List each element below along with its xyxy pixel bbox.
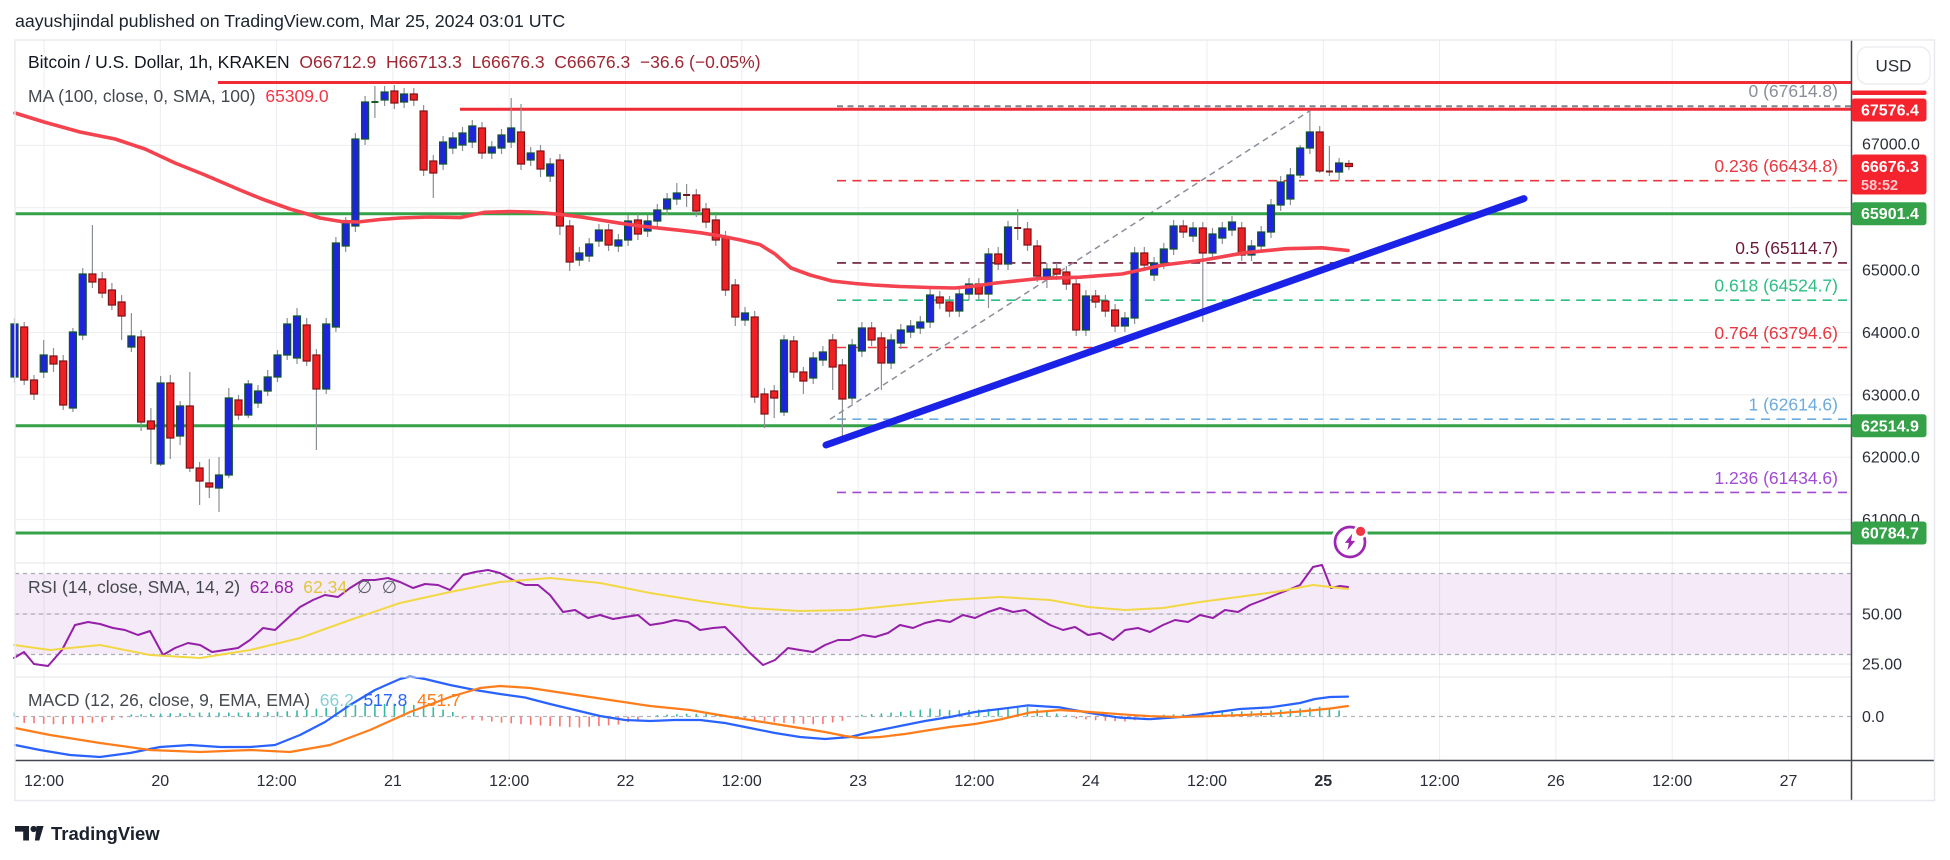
svg-text:62514.9: 62514.9 bbox=[1861, 418, 1919, 435]
svg-text:64000.0: 64000.0 bbox=[1862, 325, 1920, 342]
svg-text:25: 25 bbox=[1314, 773, 1332, 790]
svg-text:0.5 (65114.7): 0.5 (65114.7) bbox=[1735, 238, 1838, 258]
svg-text:RSI (14, close, SMA, 14, 2) 6: RSI (14, close, SMA, 14, 2) 62.68 62.34 … bbox=[28, 577, 397, 597]
svg-text:50.00: 50.00 bbox=[1862, 607, 1902, 624]
svg-text:65901.4: 65901.4 bbox=[1861, 206, 1919, 223]
svg-text:0.0: 0.0 bbox=[1862, 709, 1884, 726]
svg-text:0.618 (64524.7): 0.618 (64524.7) bbox=[1714, 276, 1838, 296]
svg-text:12:00: 12:00 bbox=[954, 773, 994, 790]
svg-text:20: 20 bbox=[151, 773, 169, 790]
svg-text:60784.7: 60784.7 bbox=[1861, 526, 1919, 543]
svg-text:26: 26 bbox=[1547, 773, 1565, 790]
svg-text:aayushjindal published on Trad: aayushjindal published on TradingView.co… bbox=[15, 11, 565, 31]
svg-text:67576.4: 67576.4 bbox=[1861, 103, 1919, 120]
svg-text:0 (67614.8): 0 (67614.8) bbox=[1748, 81, 1838, 101]
svg-text:58:52: 58:52 bbox=[1861, 178, 1898, 194]
svg-text:12:00: 12:00 bbox=[24, 773, 64, 790]
svg-text:0.764 (63794.6): 0.764 (63794.6) bbox=[1714, 323, 1838, 343]
svg-text:63000.0: 63000.0 bbox=[1862, 387, 1920, 404]
svg-text:USD: USD bbox=[1876, 57, 1912, 76]
svg-text:12:00: 12:00 bbox=[257, 773, 297, 790]
svg-text:0.236 (66434.8): 0.236 (66434.8) bbox=[1714, 156, 1838, 176]
svg-text:MACD (12, 26, close, 9, EMA, E: MACD (12, 26, close, 9, EMA, EMA) 66.2 5… bbox=[28, 690, 461, 710]
svg-text:12:00: 12:00 bbox=[1187, 773, 1227, 790]
svg-text:62000.0: 62000.0 bbox=[1862, 450, 1920, 467]
svg-text:TradingView: TradingView bbox=[51, 823, 160, 844]
svg-text:12:00: 12:00 bbox=[1420, 773, 1460, 790]
svg-text:22: 22 bbox=[617, 773, 635, 790]
svg-text:65000.0: 65000.0 bbox=[1862, 263, 1920, 280]
svg-text:25.00: 25.00 bbox=[1862, 657, 1902, 674]
svg-text:27: 27 bbox=[1780, 773, 1798, 790]
svg-text:24: 24 bbox=[1082, 773, 1100, 790]
svg-text:MA (100, close, 0, SMA, 100): MA (100, close, 0, SMA, 100) 65309.0 bbox=[28, 86, 329, 106]
svg-text:21: 21 bbox=[384, 773, 402, 790]
svg-text:Bitcoin / U.S. Dollar, 1h, KRA: Bitcoin / U.S. Dollar, 1h, KRAKEN O66712… bbox=[28, 52, 761, 72]
svg-text:1.236 (61434.6): 1.236 (61434.6) bbox=[1714, 468, 1838, 488]
svg-text:66676.3: 66676.3 bbox=[1861, 159, 1919, 176]
svg-text:12:00: 12:00 bbox=[489, 773, 529, 790]
svg-text:67000.0: 67000.0 bbox=[1862, 137, 1920, 154]
svg-text:12:00: 12:00 bbox=[722, 773, 762, 790]
svg-text:1 (62614.6): 1 (62614.6) bbox=[1748, 395, 1838, 415]
svg-text:12:00: 12:00 bbox=[1652, 773, 1692, 790]
svg-text:23: 23 bbox=[849, 773, 867, 790]
